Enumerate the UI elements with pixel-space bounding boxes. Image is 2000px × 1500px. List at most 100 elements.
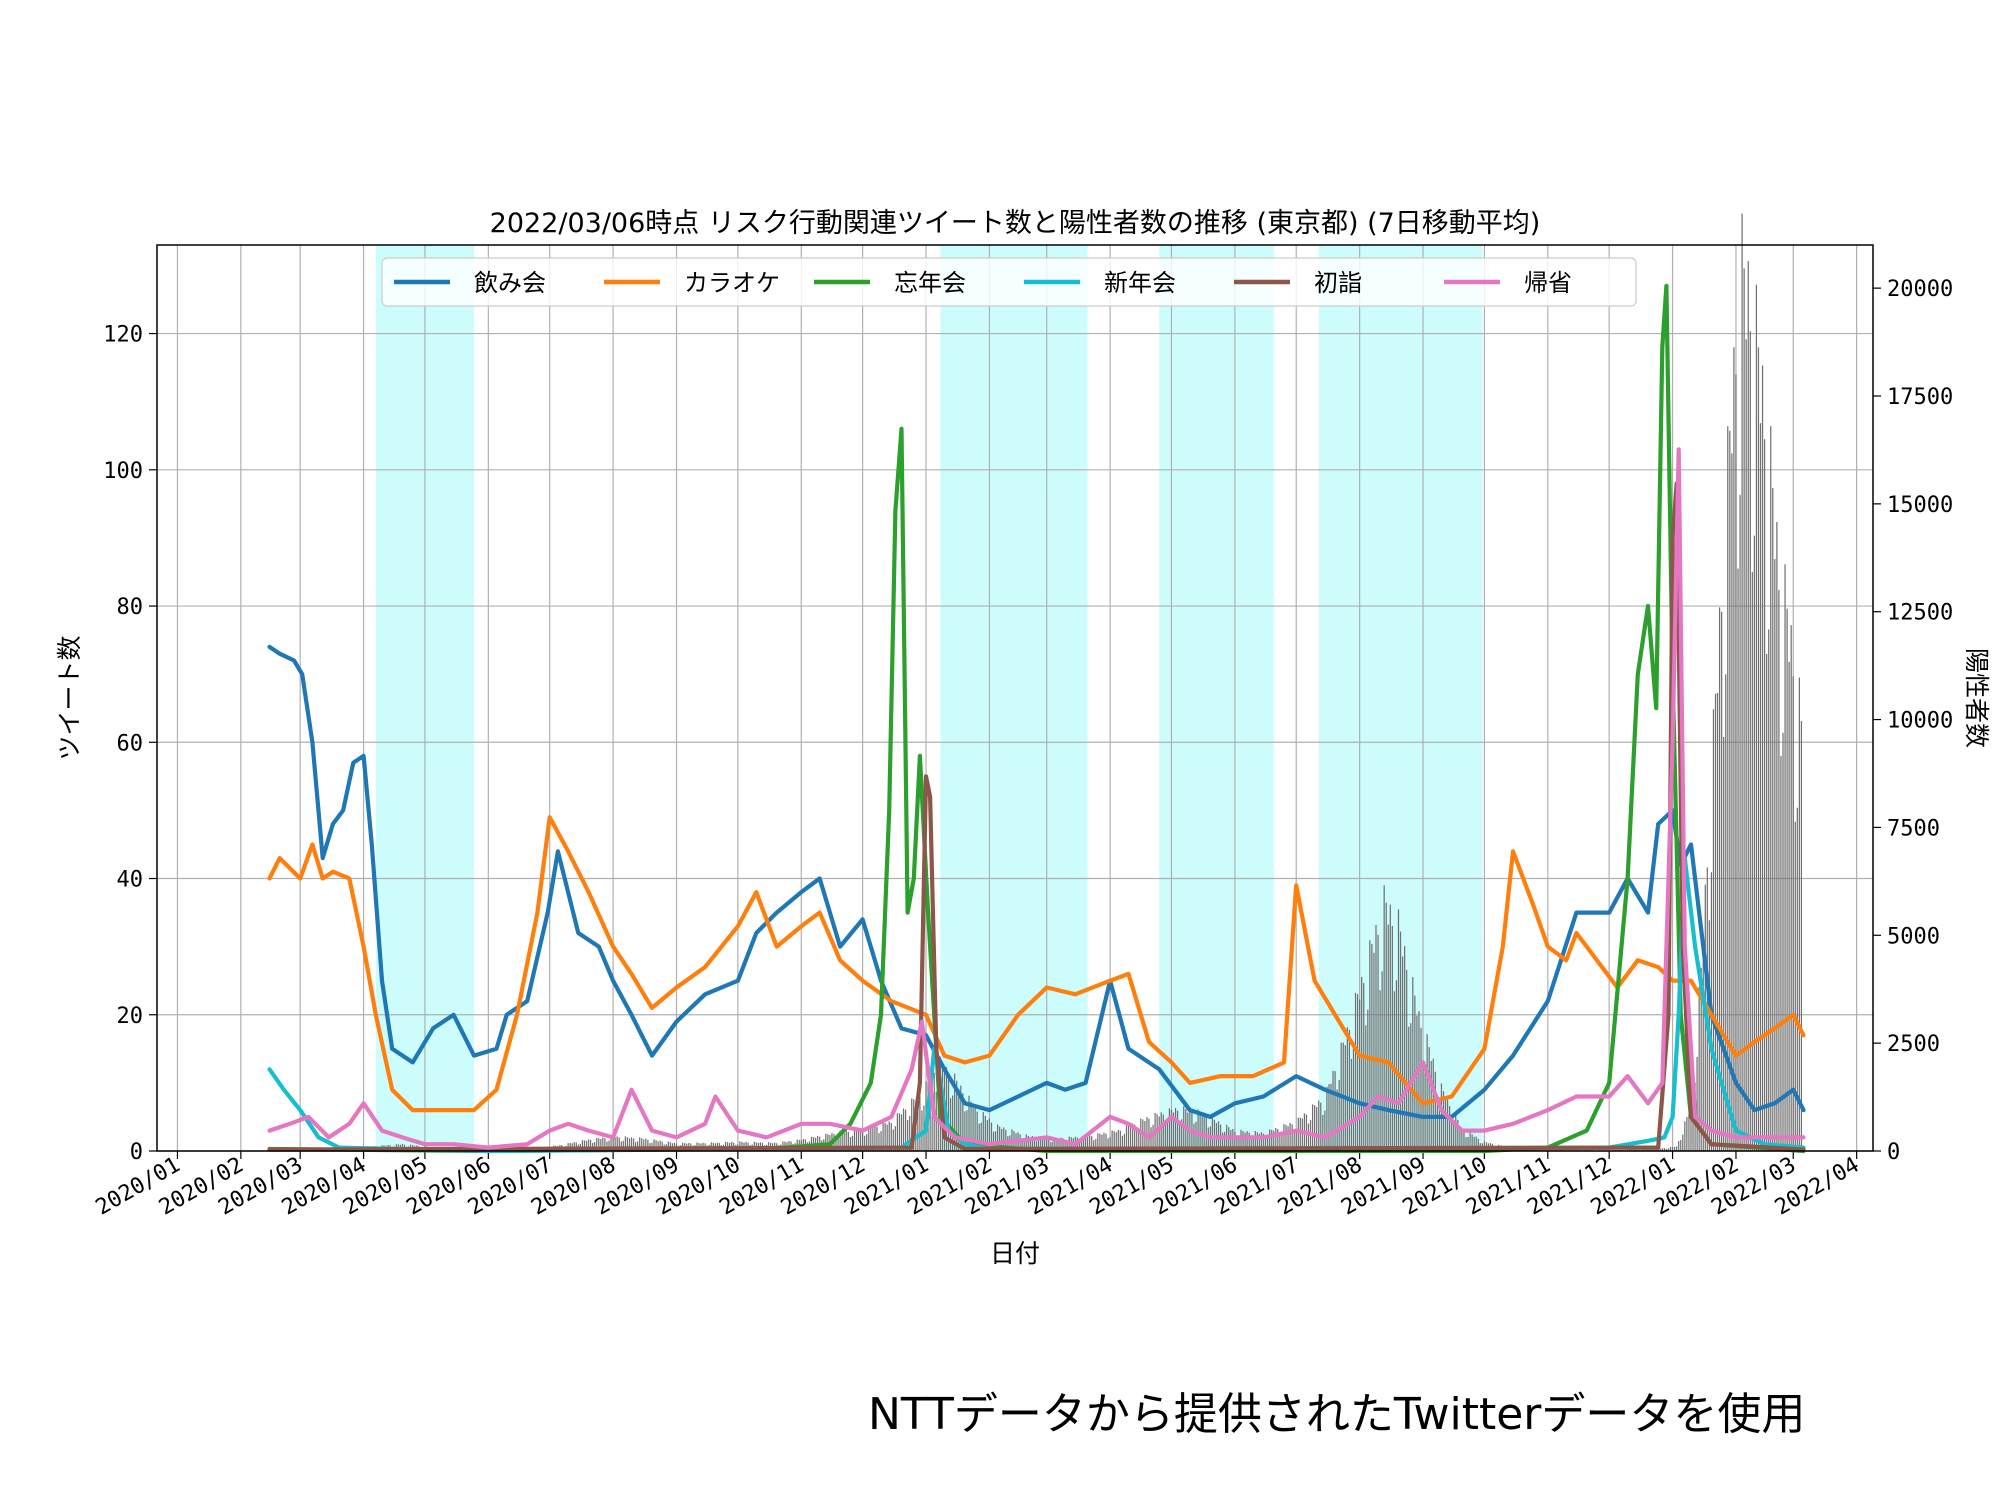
positive-case-bar [1451, 1121, 1453, 1151]
positive-case-bar [1052, 1141, 1054, 1151]
positive-case-bar [1113, 1131, 1115, 1151]
positive-case-bar [1786, 608, 1788, 1151]
y-left-tick-label: 40 [117, 868, 144, 893]
positive-case-bar [1056, 1138, 1058, 1151]
positive-case-bar [1778, 590, 1780, 1151]
series-line [267, 644, 1806, 1119]
positive-case-bar [1176, 1110, 1179, 1151]
positive-case-bar [1029, 1137, 1031, 1151]
positive-case-bar [1285, 1124, 1287, 1151]
positive-case-bar [1066, 1141, 1068, 1151]
positive-case-bar [628, 1138, 631, 1151]
positive-case-bar [1230, 1129, 1232, 1151]
positive-case-bar [1168, 1108, 1171, 1151]
x-axis-label: 日付 [990, 1239, 1040, 1268]
positive-case-bar [1794, 821, 1796, 1151]
positive-case-bar [1179, 1121, 1181, 1151]
positive-case-bar [990, 1122, 993, 1151]
y-right-tick-label: 20000 [1887, 277, 1953, 302]
positive-case-bar [1150, 1127, 1152, 1151]
series-line [267, 481, 1806, 1152]
y-right-tick-label: 15000 [1887, 493, 1953, 518]
positive-case-bar [1027, 1135, 1029, 1151]
positive-case-bar [624, 1136, 626, 1151]
positive-case-bar [1477, 1138, 1479, 1151]
positive-case-bar [859, 1128, 862, 1151]
positive-case-bar [911, 1098, 913, 1151]
positive-case-bar [1723, 736, 1725, 1151]
positive-case-bar [1021, 1139, 1023, 1151]
positive-case-bar [1283, 1124, 1285, 1151]
y-right-tick-label: 7500 [1887, 816, 1940, 841]
positive-case-bar [1473, 1136, 1475, 1151]
positive-case-bar [1160, 1112, 1162, 1151]
positive-case-bar [1195, 1121, 1197, 1151]
positive-case-bar [1449, 1106, 1451, 1151]
positive-case-bar [1181, 1119, 1183, 1151]
positive-case-bar [1718, 607, 1721, 1151]
legend-label: 初詣 [1314, 269, 1362, 297]
positive-case-bar [874, 1125, 876, 1151]
positive-case-bar [1117, 1130, 1119, 1151]
positive-case-bar [596, 1137, 598, 1151]
positive-case-bar [1436, 1098, 1438, 1151]
positive-case-bar [923, 1105, 925, 1151]
positive-case-bar [581, 1140, 584, 1151]
positive-case-bar [1271, 1129, 1273, 1151]
positive-case-bar [1097, 1133, 1099, 1151]
positive-case-bar [1379, 990, 1381, 1151]
positive-case-bar [900, 1114, 903, 1151]
positive-case-bar [1432, 1058, 1434, 1151]
positive-case-bar [1363, 983, 1365, 1151]
positive-case-bar [1299, 1117, 1301, 1151]
positive-case-bar [1211, 1116, 1213, 1151]
positive-case-bar [608, 1140, 610, 1151]
positive-case-bar [1727, 426, 1729, 1151]
positive-case-bar [1293, 1131, 1295, 1151]
positive-case-bar [1256, 1132, 1258, 1151]
positive-case-bar [997, 1124, 999, 1151]
positive-case-bar [1745, 339, 1747, 1151]
positive-case-bar [1224, 1131, 1226, 1151]
positive-case-bar [1389, 904, 1391, 1151]
positive-case-bar [1095, 1138, 1097, 1151]
positive-case-bar [1371, 944, 1373, 1151]
positive-case-bar [1369, 940, 1371, 1151]
positive-case-bar [1457, 1119, 1459, 1151]
positive-case-bar [1111, 1130, 1113, 1151]
y-right-tick-label: 0 [1887, 1140, 1900, 1165]
positive-case-bar [974, 1106, 976, 1151]
positive-case-bar [1459, 1126, 1461, 1151]
positive-case-bar [1023, 1138, 1025, 1151]
positive-case-bar [1352, 1046, 1355, 1151]
legend: 飲み会 カラオケ 忘年会 新年会 初詣 帰省 [381, 257, 1637, 307]
positive-case-bar [1647, 1149, 1649, 1151]
positive-case-bar [888, 1121, 890, 1151]
positive-case-bar [1134, 1124, 1136, 1151]
positive-case-bar [1328, 1084, 1330, 1151]
positive-case-bar [1086, 1137, 1089, 1151]
legend-box [381, 257, 1637, 307]
positive-case-bar [1747, 261, 1749, 1151]
positive-case-bar [843, 1132, 845, 1151]
positive-case-bar [1248, 1132, 1250, 1151]
positive-case-bar [1661, 1148, 1663, 1151]
positive-case-bar [1001, 1128, 1003, 1151]
positive-case-bar [1385, 902, 1387, 1151]
positive-case-bar [1716, 692, 1719, 1151]
positive-case-bar [1633, 1149, 1635, 1151]
positive-case-bar [1236, 1137, 1238, 1151]
positive-case-bar [1162, 1114, 1164, 1151]
positive-case-bar [1776, 521, 1778, 1151]
positive-case-bar [1796, 807, 1798, 1151]
positive-case-bar [639, 1137, 641, 1151]
positive-case-bar [612, 1136, 614, 1151]
plot-frame [156, 244, 1874, 1152]
positive-case-bar [1712, 709, 1715, 1151]
positive-case-bar [1250, 1137, 1252, 1151]
positive-case-bar [1238, 1136, 1240, 1151]
positive-case-bar [982, 1112, 984, 1151]
positive-case-bar [1465, 1137, 1467, 1151]
series-line [267, 447, 1806, 1150]
positive-case-bar [949, 1098, 952, 1151]
